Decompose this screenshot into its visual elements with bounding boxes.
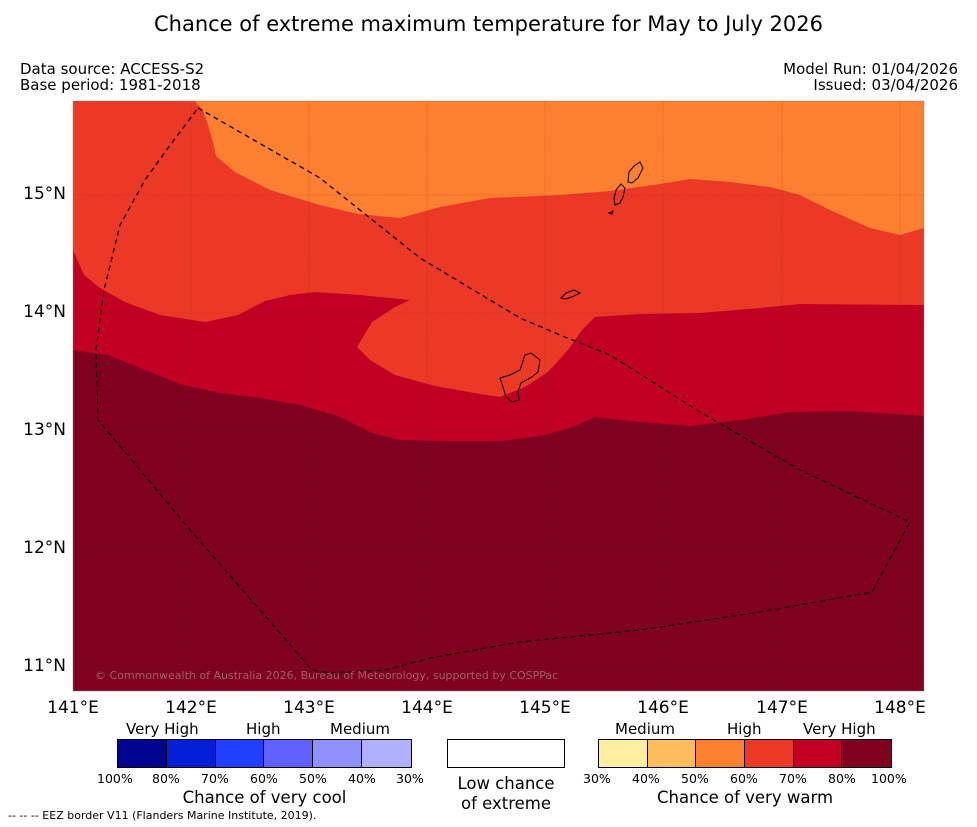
- cool-colorbar: [117, 739, 412, 768]
- meta-right: Model Run: 01/04/2026 Issued: 03/04/2026: [783, 61, 958, 93]
- band-50-60: [195, 101, 924, 235]
- warm-level-medium: Medium: [615, 720, 675, 738]
- lon-tick-143: 143°E: [283, 698, 335, 718]
- chart-title: Chance of extreme maximum temperature fo…: [153, 12, 823, 36]
- cool-level-very-high: Very High: [126, 720, 199, 738]
- cool-swatch-40-30: [362, 740, 411, 767]
- warm-pct-60: 60%: [730, 771, 758, 786]
- cool-pct-40: 40%: [348, 771, 376, 786]
- warm-caption: Chance of very warm: [656, 788, 834, 807]
- island-outlines: [499, 161, 644, 403]
- cool-caption: Chance of very cool: [182, 788, 347, 807]
- map-frame: [72, 100, 925, 692]
- warm-swatch-60-70: [745, 740, 794, 767]
- cool-swatch-100-80: [118, 740, 167, 767]
- guam-island: [499, 352, 541, 403]
- neutral-swatch: [447, 739, 565, 768]
- lon-tick-148: 148°E: [874, 698, 926, 718]
- lon-tick-141: 141°E: [47, 698, 99, 718]
- cool-pct-50: 50%: [299, 771, 327, 786]
- band-80-100: [73, 350, 924, 691]
- warm-pct-100: 100%: [871, 771, 907, 786]
- eez-footnote: -- -- -- EEZ border V11 (Flanders Marine…: [8, 809, 317, 822]
- lon-tick-144: 144°E: [401, 698, 453, 718]
- cool-pct-70: 70%: [201, 771, 229, 786]
- neutral-caption-line2: of extreme: [460, 794, 552, 813]
- lon-tick-146: 146°E: [637, 698, 689, 718]
- cool-swatch-80-70: [166, 740, 216, 767]
- aguijan-island: [607, 210, 614, 215]
- cool-pct-80: 80%: [152, 771, 180, 786]
- warm-pct-80: 80%: [828, 771, 856, 786]
- warm-swatch-80-100: [842, 740, 892, 767]
- lat-tick-12: 12°N: [23, 538, 66, 558]
- neutral-caption: Low chance of extreme: [440, 774, 572, 814]
- cool-pct-60: 60%: [250, 771, 278, 786]
- saipan-island: [627, 161, 644, 184]
- warm-swatch-50-60: [696, 740, 746, 767]
- issued-date: Issued: 03/04/2026: [813, 76, 958, 94]
- eez-border: [95, 107, 911, 674]
- cool-level-medium: Medium: [330, 720, 390, 738]
- copyright-text: © Commonwealth of Australia 2026, Bureau…: [95, 669, 558, 682]
- cool-swatch-50-40: [313, 740, 363, 767]
- neutral-caption-line1: Low chance: [457, 774, 555, 793]
- warm-pct-40: 40%: [632, 771, 660, 786]
- model-run: Model Run: 01/04/2026: [783, 60, 958, 78]
- graticule: [73, 101, 924, 691]
- warm-swatch-70-80: [793, 740, 843, 767]
- warm-swatch-30-40: [599, 740, 648, 767]
- cool-pct-100: 100%: [97, 771, 133, 786]
- rota-island: [559, 289, 582, 300]
- warm-pct-50: 50%: [681, 771, 709, 786]
- warm-pct-70: 70%: [779, 771, 807, 786]
- probability-field: [73, 101, 924, 691]
- cool-pct-30: 30%: [396, 771, 424, 786]
- cool-swatch-60-50: [264, 740, 314, 767]
- lat-tick-11: 11°N: [23, 656, 66, 676]
- lon-tick-147: 147°E: [756, 698, 808, 718]
- warm-colorbar: [598, 739, 892, 768]
- lat-tick-15: 15°N: [23, 184, 66, 204]
- lat-tick-14: 14°N: [23, 302, 66, 322]
- cool-swatch-70-60: [215, 740, 265, 767]
- meta-left: Data source: ACCESS-S2 Base period: 1981…: [20, 61, 204, 93]
- warm-level-very-high: Very High: [803, 720, 876, 738]
- lon-tick-145: 145°E: [519, 698, 571, 718]
- base-period: Base period: 1981-2018: [20, 76, 201, 94]
- warm-pct-30: 30%: [583, 771, 611, 786]
- lat-tick-13: 13°N: [23, 420, 66, 440]
- warm-level-high: High: [727, 720, 762, 738]
- tinian-island: [613, 183, 626, 206]
- lon-tick-142: 142°E: [165, 698, 217, 718]
- data-source: Data source: ACCESS-S2: [20, 60, 205, 78]
- warm-swatch-40-50: [647, 740, 697, 767]
- cool-level-high: High: [246, 720, 281, 738]
